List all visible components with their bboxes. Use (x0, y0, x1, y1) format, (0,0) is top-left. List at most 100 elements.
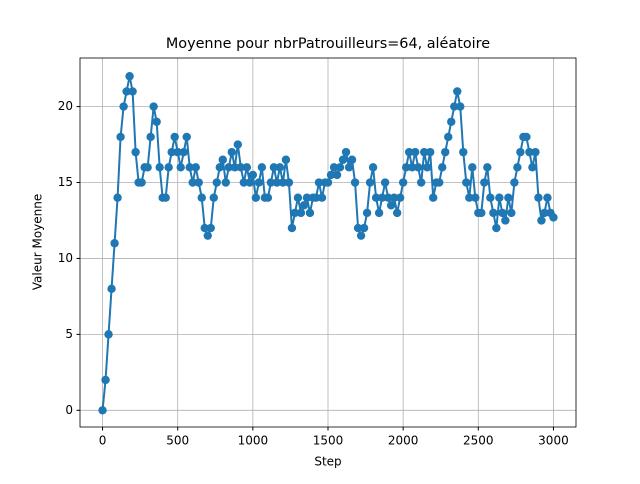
data-point (531, 147, 540, 157)
y-tick-label: 5 (65, 327, 73, 341)
data-point (468, 163, 477, 172)
data-point (389, 193, 399, 202)
data-point (263, 193, 273, 202)
data-point (483, 163, 492, 172)
x-tick-label: 1000 (238, 434, 269, 448)
data-point (365, 178, 375, 187)
data-point (371, 193, 381, 202)
x-tick-label: 2500 (463, 434, 494, 448)
data-point (435, 178, 444, 187)
data-point (104, 330, 113, 339)
data-point (185, 163, 194, 172)
data-point (504, 193, 513, 202)
data-point (314, 178, 324, 187)
data-point (167, 147, 176, 157)
data-point (356, 231, 366, 240)
data-point (293, 193, 303, 202)
data-point (224, 163, 233, 172)
data-point (444, 132, 453, 142)
data-point (218, 155, 227, 164)
data-point (176, 163, 185, 172)
data-point (362, 208, 372, 218)
data-point (528, 163, 537, 172)
data-point (206, 223, 215, 233)
data-point (525, 147, 534, 157)
data-point (456, 102, 465, 111)
x-tick-label: 3000 (538, 434, 569, 448)
data-point (296, 208, 306, 218)
data-point (113, 193, 122, 202)
data-point (386, 201, 396, 210)
data-point (450, 102, 459, 111)
data-point (119, 102, 128, 111)
data-point (242, 163, 252, 172)
data-point (284, 178, 294, 187)
data-point (215, 163, 224, 172)
data-point (426, 147, 435, 157)
data-point (209, 193, 218, 202)
data-point (239, 178, 249, 187)
data-point (374, 208, 384, 218)
data-point (413, 163, 423, 172)
data-point (537, 216, 546, 225)
data-point (287, 223, 297, 233)
data-point (281, 155, 291, 164)
data-point (98, 406, 107, 415)
data-point (302, 193, 312, 202)
data-point (227, 147, 237, 157)
data-point (326, 170, 336, 180)
data-point (471, 193, 480, 202)
data-point (203, 231, 212, 240)
data-point (510, 178, 519, 187)
data-point (152, 117, 161, 126)
data-point (311, 193, 321, 202)
data-point (522, 132, 531, 142)
data-point (416, 178, 426, 187)
x-axis-label: Step (314, 455, 341, 469)
data-point (269, 163, 279, 172)
data-point (254, 178, 264, 187)
data-point (543, 193, 552, 202)
data-point (516, 147, 525, 157)
data-point (477, 208, 486, 218)
y-tick-label: 0 (65, 403, 73, 417)
data-point (486, 193, 495, 202)
data-point (501, 216, 510, 225)
data-point (341, 147, 351, 157)
data-point (266, 178, 276, 187)
data-point (513, 163, 522, 172)
data-point (419, 147, 429, 157)
data-point (410, 147, 420, 157)
data-point (299, 201, 309, 210)
data-point (438, 163, 447, 172)
data-point (188, 178, 197, 187)
data-point (338, 155, 348, 164)
data-point (462, 178, 471, 187)
x-tick-label: 0 (99, 434, 107, 448)
data-point (155, 163, 164, 172)
data-point (146, 132, 155, 142)
data-point (404, 147, 414, 157)
data-point (131, 147, 140, 157)
data-point (329, 163, 339, 172)
y-tick-label: 15 (58, 175, 73, 189)
data-point (122, 87, 131, 96)
data-point (344, 163, 354, 172)
data-point (495, 193, 504, 202)
data-point (347, 155, 357, 164)
data-point (149, 102, 158, 111)
data-point (194, 178, 203, 187)
data-point (251, 193, 261, 202)
data-point (359, 223, 369, 233)
data-point (245, 178, 255, 187)
data-point (101, 375, 110, 385)
data-point (380, 178, 390, 187)
data-point (332, 170, 342, 180)
data-point (233, 140, 243, 149)
data-point (392, 208, 402, 218)
data-point (453, 87, 462, 96)
data-point (489, 208, 498, 218)
x-tick-label: 2000 (388, 434, 419, 448)
data-point (212, 178, 221, 187)
data-point (323, 178, 333, 187)
